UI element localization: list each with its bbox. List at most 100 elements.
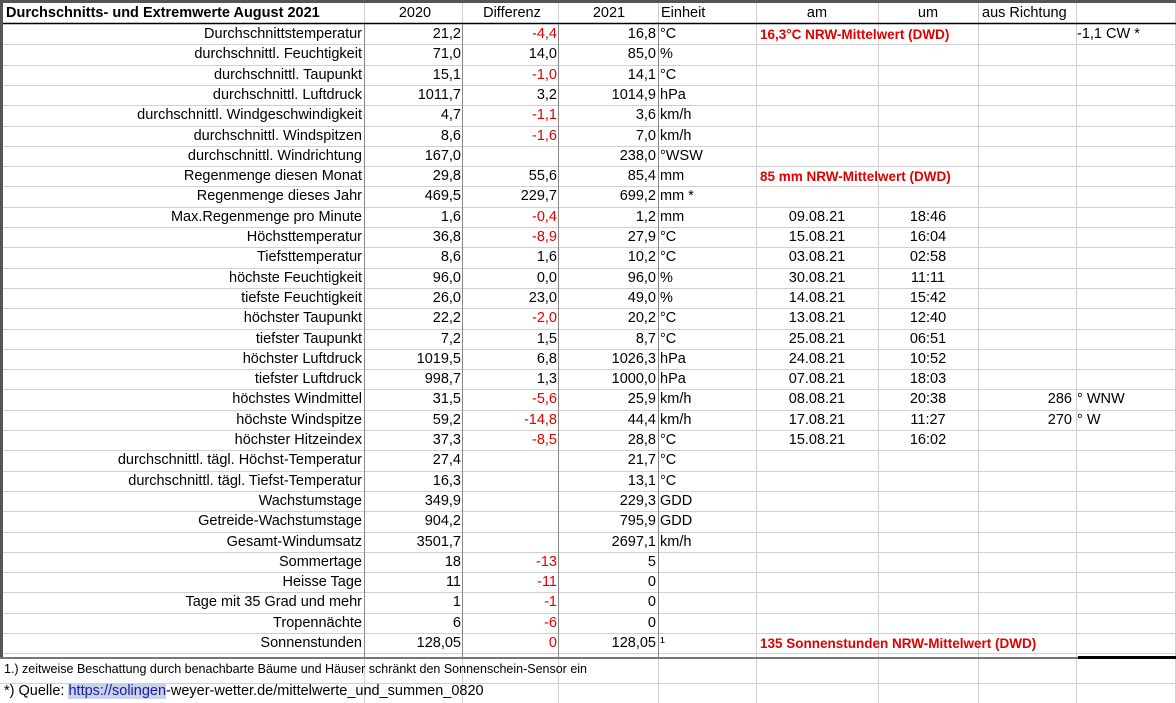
- footnote-1: 1.) zeitweise Beschattung durch benachba…: [4, 662, 587, 676]
- cell-diff: 23,0: [528, 289, 557, 306]
- cell-diff: -1,6: [532, 127, 557, 144]
- cell-v2020: 4,7: [440, 107, 461, 124]
- cell-label: höchster Taupunkt: [243, 310, 362, 327]
- cell-am: 13.08.21: [788, 310, 846, 327]
- cell-diff: 1,3: [536, 371, 557, 388]
- cell-note: [760, 552, 1080, 573]
- cell-v2020: 16,3: [432, 472, 461, 489]
- cell-note: [760, 186, 1080, 207]
- header-title: Durchschnitts- und Extremwerte August 20…: [6, 5, 320, 21]
- cell-v2021: 0: [647, 594, 656, 611]
- cell-dirt: [1077, 44, 1173, 65]
- cell-note: [760, 247, 1080, 268]
- footnote-2: *) Quelle: https://solingen-weyer-wetter…: [4, 683, 484, 699]
- cell-am: 03.08.21: [788, 249, 846, 266]
- source-link[interactable]: https://solingen: [68, 683, 167, 699]
- cell-unit: °C: [660, 26, 677, 42]
- cell-unit: °C: [660, 472, 677, 489]
- cell-unit: mm *: [660, 188, 694, 205]
- cell-v2020: 998,7: [424, 371, 461, 388]
- cell-am: 07.08.21: [788, 371, 846, 388]
- cell-label: Regenmenge diesen Monat: [183, 168, 362, 185]
- cell-dirt: [1077, 186, 1173, 207]
- cell-unit: hPa: [660, 86, 686, 103]
- cell-label: Regenmenge dieses Jahr: [196, 188, 362, 205]
- cell-diff: -2,0: [532, 310, 557, 327]
- cell-label: höchste Feuchtigkeit: [229, 269, 362, 286]
- cell-diff: 0: [548, 635, 557, 651]
- cell-unit: hPa: [660, 350, 686, 367]
- cell-am: 14.08.21: [788, 289, 846, 306]
- cell-label: durchschnittl. Windspitzen: [193, 127, 362, 144]
- cell-v2021: 5: [647, 553, 656, 570]
- cell-unit: °WSW: [660, 147, 703, 164]
- cell-unit: %: [660, 269, 673, 286]
- cell-v2021: 1000,0: [611, 371, 656, 388]
- cell-diff: 3,2: [536, 86, 557, 103]
- cell-um: 16:02: [909, 432, 947, 448]
- cell-note: [760, 471, 1080, 492]
- cell-note: [760, 105, 1080, 126]
- cell-note: [760, 227, 1080, 248]
- cell-dirt: [1077, 166, 1173, 187]
- cell-note: 85 mm NRW-Mittelwert (DWD): [760, 169, 951, 185]
- cell-v2020: 26,0: [432, 289, 461, 306]
- cell-unit: °C: [660, 330, 677, 347]
- cell-v2020: 18: [444, 553, 461, 570]
- cell-diff: -14,8: [523, 411, 557, 428]
- cell-note: [760, 572, 1080, 593]
- cell-diff: -13: [536, 553, 557, 570]
- cell-note: [760, 288, 1080, 309]
- cell-note: [760, 126, 1080, 147]
- cell-note: [760, 592, 1080, 613]
- cell-note: [760, 329, 1080, 350]
- cell-label: höchste Windspitze: [236, 411, 362, 428]
- cell-unit: °C: [660, 310, 677, 327]
- cell-unit: °C: [660, 66, 677, 83]
- cell-label: tiefste Feuchtigkeit: [241, 289, 362, 306]
- cell-diff: 6,8: [536, 350, 557, 367]
- cell-note: [760, 389, 1080, 410]
- cell-label: Max.Regenmenge pro Minute: [170, 208, 362, 225]
- cell-unit: GDD: [660, 492, 693, 509]
- cell-dirt: -1,1 CW *: [1077, 26, 1140, 42]
- cell-v2021: 1014,9: [611, 86, 656, 103]
- cell-um: 11:11: [910, 269, 946, 286]
- cell-v2021: 0: [647, 574, 656, 591]
- cell-diff: -1,0: [532, 66, 557, 83]
- cell-v2021: 10,2: [627, 249, 656, 266]
- cell-diff: 0,0: [536, 269, 557, 286]
- cell-am: 17.08.21: [788, 411, 846, 428]
- cell-note: [760, 85, 1080, 106]
- cell-um: 20:38: [909, 391, 947, 408]
- cell-label: durchschnittl. Windrichtung: [187, 147, 362, 164]
- cell-dirt: ° W: [1077, 411, 1101, 428]
- cell-unit: km/h: [660, 107, 692, 124]
- cell-am: 24.08.21: [788, 350, 846, 367]
- cell-v2021: 96,0: [627, 269, 656, 286]
- cell-um: 10:52: [909, 350, 947, 367]
- cell-label: Getreide-Wachstumstage: [198, 513, 362, 530]
- cell-dirt: [1077, 268, 1173, 289]
- cell-diff: 1,6: [536, 249, 557, 266]
- cell-unit: km/h: [660, 127, 692, 144]
- cell-v2020: 1,6: [440, 208, 461, 225]
- cell-um: 18:03: [909, 371, 947, 388]
- cell-v2021: 2697,1: [611, 533, 656, 550]
- cell-diff: -1: [544, 594, 557, 611]
- cell-diff: -11: [537, 574, 557, 591]
- cell-diff: [464, 471, 557, 492]
- cell-dirt: [1077, 491, 1173, 512]
- cell-v2020: 11: [445, 574, 461, 591]
- cell-label: durchschnittl. Feuchtigkeit: [194, 46, 362, 63]
- cell-dirt: [1077, 450, 1173, 471]
- cell-note: [760, 491, 1080, 512]
- cell-dirt: [1077, 572, 1173, 593]
- cell-note: [760, 349, 1080, 370]
- cell-v2020: 31,5: [432, 391, 461, 408]
- footnote-2-rest: -weyer-wetter.de/mittelwerte_und_summen_…: [166, 683, 484, 699]
- cell-dirt: [1077, 227, 1173, 248]
- cell-diff: -8,9: [532, 229, 557, 245]
- cell-diff: -6: [544, 614, 557, 631]
